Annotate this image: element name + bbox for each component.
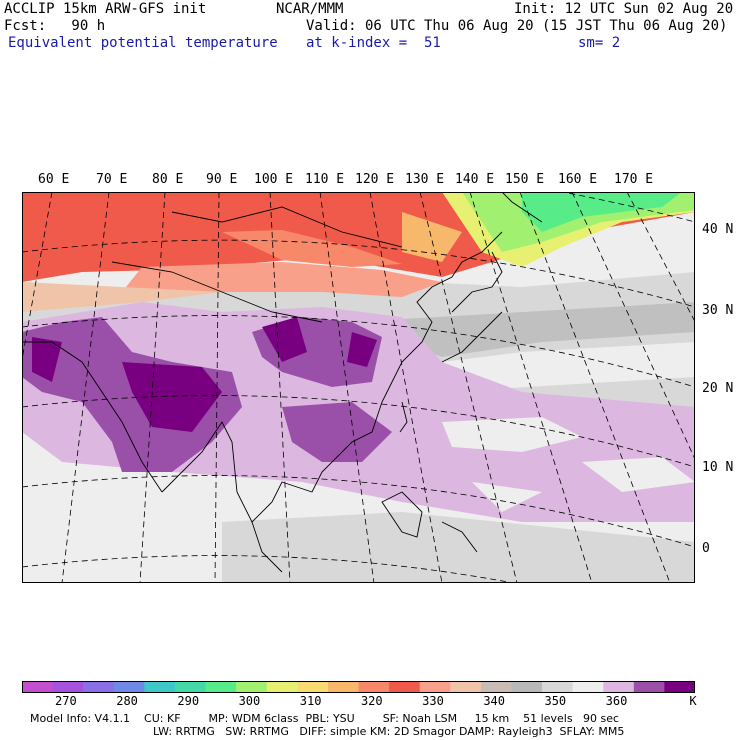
colorbar-swatch [480, 681, 512, 693]
lon-label: 140 E [455, 172, 495, 187]
colorbar-swatch [266, 681, 298, 693]
colorbar-swatch [236, 681, 268, 693]
lon-label: 110 E [305, 172, 345, 187]
colorbar-tick-label: 340 [483, 694, 505, 708]
colorbar-swatch [144, 681, 176, 693]
lon-label: 80 E [152, 172, 184, 187]
init-time: Init: 12 UTC Sun 02 Aug 20 [514, 1, 734, 17]
colorbar-tick-label: 310 [299, 694, 322, 708]
colorbar-swatch [205, 681, 237, 693]
colorbar-swatch [419, 681, 451, 693]
lat-label: 20 N [702, 381, 734, 396]
lon-label: 100 E [254, 172, 294, 187]
colorbar-swatch [633, 681, 665, 693]
colorbar-swatch [389, 681, 421, 693]
lat-label: 40 N [702, 222, 734, 237]
lon-label: 150 E [505, 172, 545, 187]
colorbar-tick-label: 320 [360, 694, 383, 708]
colorbar-swatch [52, 681, 84, 693]
colorbar-swatch [542, 681, 574, 693]
colorbar-swatch [327, 681, 359, 693]
model-info-line1: Model Info: V4.1.1 CU: KF MP: WDM 6class… [30, 712, 620, 725]
smoothing: sm= 2 [578, 35, 621, 51]
title-source: NCAR/MMM [276, 1, 344, 17]
lon-label: 60 E [38, 172, 70, 187]
colorbar-tick-label: 280 [116, 694, 138, 708]
valid-time: Valid: 06 UTC Thu 06 Aug 20 (15 JST Thu … [306, 18, 728, 34]
colorbar-tick-label: 330 [422, 694, 444, 708]
lon-label: 160 E [558, 172, 598, 187]
colorbar [22, 681, 695, 693]
colorbar-tick-label: 360 [605, 694, 628, 708]
level-index: at k-index = 51 [306, 35, 441, 51]
colorbar-swatch [664, 681, 695, 693]
field-name: Equivalent potential temperature [8, 35, 278, 51]
colorbar-tick-label: 350 [544, 694, 567, 708]
colorbar-swatch [511, 681, 543, 693]
colorbar-swatch [297, 681, 329, 693]
colorbar-tick-label: 270 [55, 694, 77, 708]
lat-label: 0 [702, 541, 710, 556]
colorbar-swatch [22, 681, 54, 693]
colorbar-tick-label: 290 [177, 694, 200, 708]
lon-label: 130 E [405, 172, 445, 187]
colorbar-swatch [358, 681, 390, 693]
lat-label: 10 N [702, 460, 734, 475]
title-model: ACCLIP 15km ARW-GFS init [4, 1, 207, 17]
model-info-line2: LW: RRTMG SW: RRTMG DIFF: simple KM: 2D … [153, 725, 625, 738]
colorbar-swatch [450, 681, 482, 693]
lon-label: 70 E [96, 172, 128, 187]
colorbar-swatch [113, 681, 145, 693]
colorbar-swatch [83, 681, 115, 693]
lon-label: 90 E [206, 172, 238, 187]
colorbar-swatch [603, 681, 635, 693]
theta-e-map [22, 192, 695, 583]
colorbar-tick-label: 300 [238, 694, 261, 708]
lat-label: 30 N [702, 303, 734, 318]
lon-label: 120 E [355, 172, 395, 187]
lon-label: 170 E [614, 172, 654, 187]
colorbar-swatch [174, 681, 207, 693]
forecast-hour: Fcst: 90 h [4, 18, 106, 34]
colorbar-swatch [572, 681, 604, 693]
colorbar-unit: K [689, 694, 697, 708]
